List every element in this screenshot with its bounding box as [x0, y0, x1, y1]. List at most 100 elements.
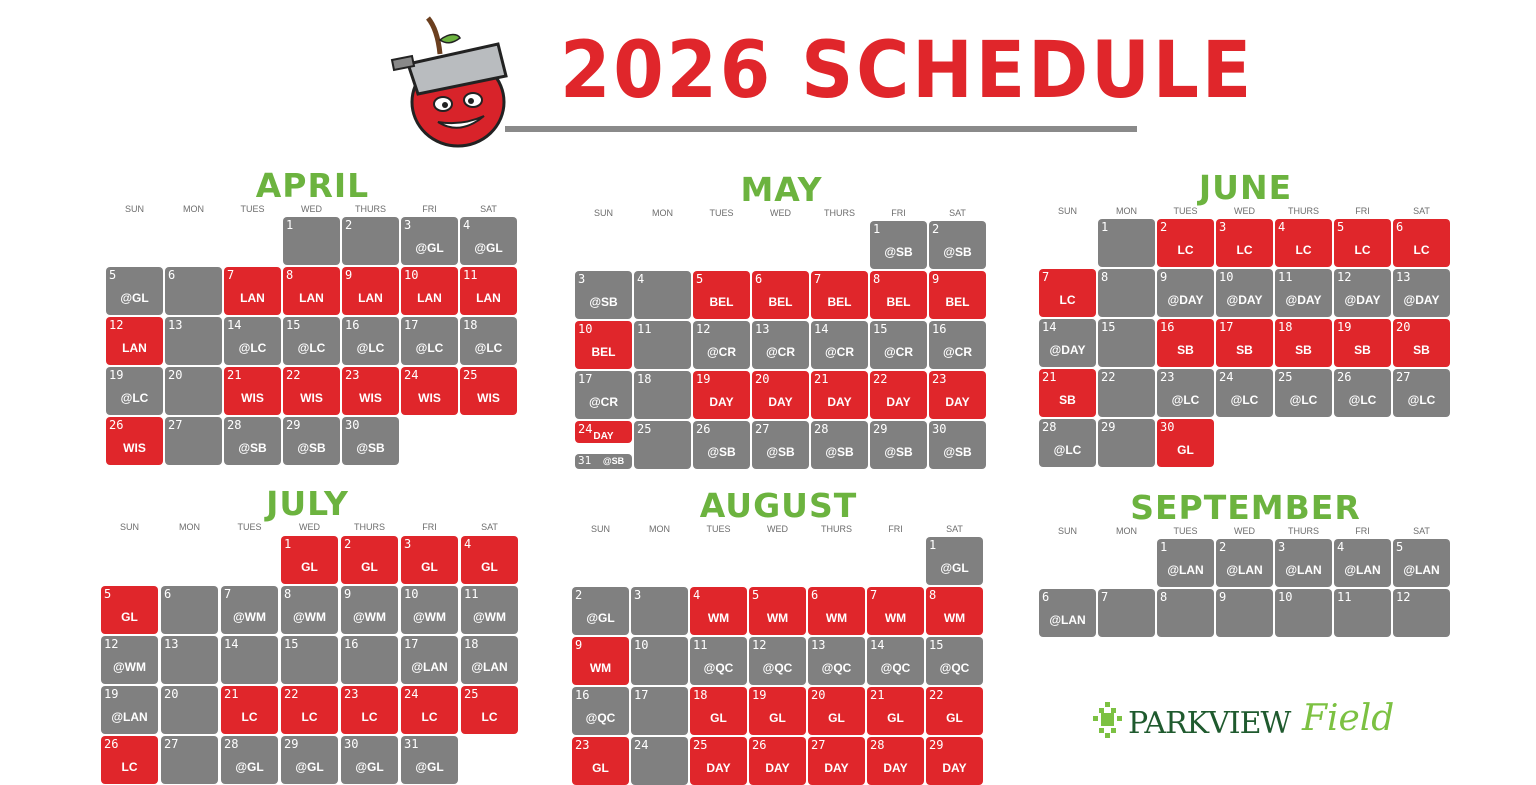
- day-number: 31: [578, 454, 592, 467]
- opponent: @SB: [943, 245, 972, 259]
- weekday-header: SAT: [1413, 526, 1430, 536]
- day-number: 7: [227, 268, 235, 282]
- day-cell: 2: [342, 217, 399, 265]
- opponent: LC: [121, 760, 138, 774]
- day-cell: 4 WM: [690, 587, 747, 635]
- day-number: 15: [286, 318, 301, 332]
- opponent: BEL: [768, 295, 793, 309]
- day-number: 1: [929, 538, 937, 552]
- opponent: DAY: [883, 761, 908, 775]
- opponent: BEL: [591, 345, 616, 359]
- day-cell: 3 GL: [401, 536, 458, 584]
- day-cell: 7 WM: [867, 587, 924, 635]
- day-cell: 16 SB: [1157, 319, 1214, 367]
- day-cell: 7 LC: [1039, 269, 1096, 317]
- weekday-header: SUN: [1057, 526, 1077, 536]
- day-cell: 19 DAY: [693, 371, 750, 419]
- day-number: 23: [344, 687, 359, 701]
- opponent: @DAY: [1403, 293, 1440, 307]
- opponent: DAY: [706, 761, 731, 775]
- day-cell: 27: [161, 736, 218, 784]
- day-cell: 4 LC: [1275, 219, 1332, 267]
- day-cell: 26 @LC: [1334, 369, 1391, 417]
- opponent: @GL: [120, 291, 149, 305]
- opponent: @WM: [232, 610, 267, 624]
- opponent: GL: [887, 711, 904, 725]
- day-cell: 22 DAY: [870, 371, 927, 419]
- opponent: BEL: [709, 295, 734, 309]
- day-cell: 26 @SB: [693, 421, 750, 469]
- day-cell: 6 BEL: [752, 271, 809, 319]
- opponent: GL: [481, 560, 498, 574]
- day-cell: 12: [1393, 589, 1450, 637]
- day-cell: 24 WIS: [401, 367, 458, 415]
- opponent: @DAY: [1226, 293, 1263, 307]
- day-number: 12: [1396, 590, 1411, 604]
- day-number: 24: [634, 738, 649, 752]
- weekday-header: TUES: [1173, 206, 1198, 216]
- opponent: @LC: [1230, 393, 1259, 407]
- day-cell: 18 GL: [690, 687, 747, 735]
- day-number: 1: [873, 222, 881, 236]
- opponent: DAY: [827, 395, 852, 409]
- weekday-header: WED: [767, 524, 788, 534]
- opponent: @WM: [412, 610, 447, 624]
- day-cell: 2 @LAN: [1216, 539, 1273, 587]
- day-cell: 9 LAN: [342, 267, 399, 315]
- weekday-header: MON: [1116, 206, 1137, 216]
- day-cell: 22 LC: [281, 686, 338, 734]
- opponent: DAY: [709, 395, 734, 409]
- weekday-header: SUN: [590, 524, 610, 534]
- day-cell: 8 LAN: [283, 267, 340, 315]
- opponent: @WM: [352, 610, 387, 624]
- day-cell: 21 WIS: [224, 367, 281, 415]
- day-cell: 14 @DAY: [1039, 319, 1096, 367]
- opponent: @WM: [472, 610, 507, 624]
- opponent: SB: [1295, 343, 1312, 357]
- day-cell: 30 GL: [1157, 419, 1214, 467]
- day-number: 12: [104, 637, 119, 651]
- day-cell: 1: [283, 217, 340, 265]
- month-title: JULY: [266, 484, 349, 523]
- day-cell: 10 @WM: [401, 586, 458, 634]
- opponent: DAY: [768, 395, 793, 409]
- day-cell: 3: [631, 587, 688, 635]
- opponent: @QC: [821, 661, 852, 675]
- day-cell: 30 @SB: [929, 421, 986, 469]
- opponent: @LC: [415, 341, 444, 355]
- day-number: 24: [404, 687, 419, 701]
- day-cell: 6: [161, 586, 218, 634]
- day-number: 14: [1042, 320, 1057, 334]
- day-number: 15: [929, 638, 944, 652]
- day-number: 2: [345, 218, 353, 232]
- opponent: LAN: [122, 341, 147, 355]
- day-cell: 16: [341, 636, 398, 684]
- day-number: 28: [227, 418, 242, 432]
- day-cell: 7: [1098, 589, 1155, 637]
- opponent: GL: [361, 560, 378, 574]
- opponent: @LC: [1289, 393, 1318, 407]
- day-cell: 11 @WM: [461, 586, 518, 634]
- weekday-header: MON: [1116, 526, 1137, 536]
- weekday-header: FRI: [888, 524, 903, 534]
- day-cell: 28 DAY: [867, 737, 924, 785]
- day-number: 9: [575, 638, 583, 652]
- day-number: 12: [1337, 270, 1352, 284]
- day-number: 3: [578, 272, 586, 286]
- day-cell: 17 @LC: [401, 317, 458, 365]
- day-cell: 15 @LC: [283, 317, 340, 365]
- day-cell: 28 @LC: [1039, 419, 1096, 467]
- day-number: 27: [755, 422, 770, 436]
- day-cell: 25 LC: [461, 686, 518, 734]
- opponent: @GL: [355, 760, 384, 774]
- opponent: GL: [710, 711, 727, 725]
- day-cell: 14: [221, 636, 278, 684]
- day-cell: 25: [634, 421, 691, 469]
- opponent: SB: [1177, 343, 1194, 357]
- day-number: 13: [755, 322, 770, 336]
- day-number: 26: [752, 738, 767, 752]
- opponent: WIS: [123, 441, 146, 455]
- day-cell: 14 @CR: [811, 321, 868, 369]
- day-number: 3: [1219, 220, 1227, 234]
- day-number: 4: [1337, 540, 1345, 554]
